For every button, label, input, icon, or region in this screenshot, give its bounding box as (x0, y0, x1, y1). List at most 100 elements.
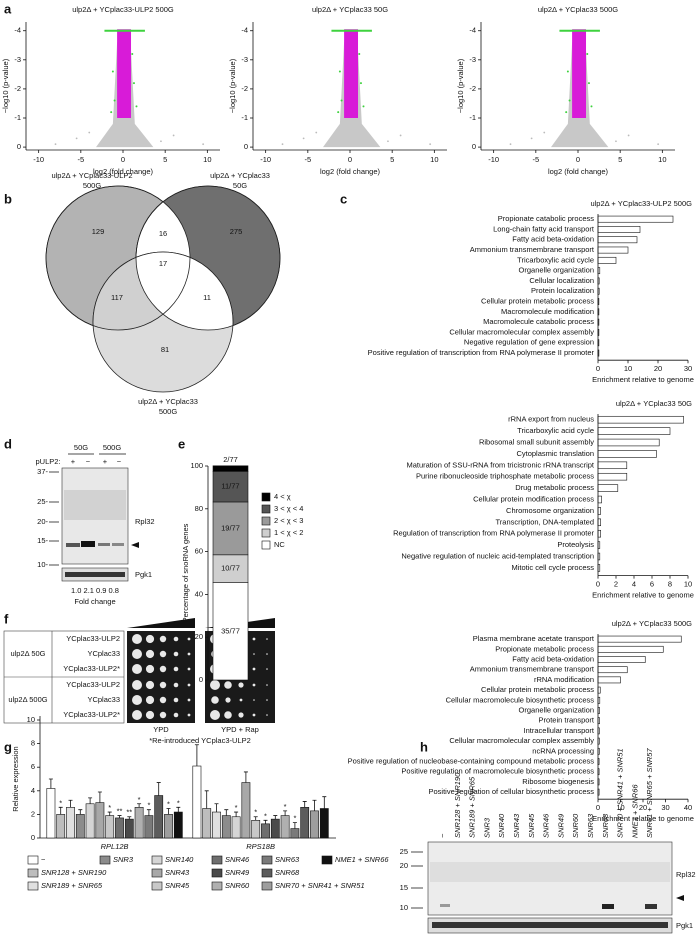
point-cloud (110, 111, 113, 114)
spot (225, 697, 231, 703)
x-axis-label: Enrichment relative to genome (592, 375, 694, 384)
spot (210, 680, 220, 690)
category-label: Protein transport (539, 716, 595, 725)
x-axis-label: Enrichment relative to genome (592, 591, 694, 600)
significance: * (293, 814, 296, 823)
bar (192, 765, 202, 839)
category-label: Negative regulation of nucleic acid-temp… (401, 551, 594, 560)
control-label: Pgk1 (676, 921, 693, 930)
lane-label: SNR68 (601, 813, 610, 838)
spot (224, 711, 232, 719)
spot (145, 695, 155, 705)
x-axis-label: Enrichment relative to genome (592, 814, 694, 823)
legend-label: 2 < χ < 3 (274, 516, 303, 525)
group-label: 50G (74, 443, 88, 452)
spot (145, 634, 155, 644)
significance: * (235, 803, 238, 812)
x-tick-label: 6 (650, 580, 654, 589)
category-label: Organelle organization (519, 705, 594, 714)
x-tick-label: 0 (596, 580, 600, 589)
point-cloud (302, 137, 305, 140)
footnote: *Re-introduced YCplac3-ULP2 (149, 736, 251, 745)
strain-label: ulp2Δ 50G (10, 649, 45, 658)
category-label: Purine ribonucleoside triphosphate metab… (416, 472, 594, 481)
y-tick-label: 4 (31, 786, 35, 795)
x-tick-label: 10 (684, 580, 692, 589)
significance: * (108, 803, 111, 812)
legend-label: SNR3 (113, 855, 134, 864)
spot (159, 650, 167, 658)
category-label: Ammonium transmembrane transport (470, 665, 595, 674)
point-cloud (111, 70, 114, 73)
protein-label: Rpl32 (135, 517, 155, 526)
venn-count: 17 (159, 259, 167, 268)
category-label: Cellular macromolecule biosynthetic proc… (446, 695, 595, 704)
arrowhead (676, 895, 684, 901)
x-tick-label: 0 (596, 364, 600, 373)
point-cloud (135, 105, 138, 108)
legend-swatch (211, 868, 223, 878)
category-label: Ribosomal small subunit assembly (479, 437, 594, 446)
legend-swatch (261, 855, 273, 865)
category-label: Proteolysis (557, 540, 594, 549)
legend-swatch (321, 855, 333, 865)
venn-count: 129 (92, 227, 105, 236)
set-label: ulp2Δ + YCplac33 (138, 397, 198, 406)
point-cloud (337, 111, 340, 114)
x-tick-label: 0 (596, 803, 600, 812)
value-label: 2/77 (223, 455, 238, 464)
value-label: 10/77 (221, 564, 240, 573)
point-cloud (117, 29, 132, 118)
spot (173, 712, 179, 718)
point-cloud (75, 137, 78, 140)
legend-swatch (27, 881, 39, 891)
bar (597, 656, 646, 663)
point-cloud (565, 111, 568, 114)
legend-swatch (261, 504, 271, 514)
spot (266, 714, 268, 716)
point-cloud (131, 53, 134, 55)
venn-count: 117 (111, 293, 123, 302)
spot (132, 634, 142, 644)
marker: 15- (37, 536, 48, 545)
bar (597, 461, 628, 470)
error-bar (283, 810, 288, 816)
group-label: 500G (103, 443, 122, 452)
x-tick-label: 5 (390, 155, 394, 164)
legend-swatch (261, 540, 271, 550)
bar (597, 645, 664, 653)
bar (124, 818, 134, 839)
medium-label: YPD (153, 725, 169, 734)
legend-swatch (211, 881, 223, 891)
value-label: 35/77 (221, 626, 240, 635)
legend-label: NC (274, 540, 285, 549)
band (432, 922, 668, 928)
category-label: Propionate catabolic process (498, 214, 595, 223)
fold-values: 1.0 2.1 0.9 0.8 (71, 586, 119, 595)
marker: 10 (400, 903, 408, 912)
category-label: Cellular protein metabolic process (481, 297, 594, 306)
spot (252, 713, 256, 717)
bar (597, 427, 671, 435)
category-label: Negative regulation of gene expression (464, 338, 594, 347)
category-label: Maturation of SSU-rRNA from tricistronic… (406, 460, 594, 469)
point-cloud (54, 143, 57, 146)
category-label: Cellular protein modification process (473, 494, 594, 503)
row-label: YCplac33 (87, 649, 120, 658)
plate (127, 631, 195, 723)
spot (253, 653, 255, 655)
bar (56, 814, 66, 839)
spot (266, 699, 268, 701)
error-bar (48, 778, 53, 789)
bar (597, 438, 660, 447)
error-bar (176, 806, 181, 813)
bar (290, 828, 300, 839)
spot (211, 696, 219, 704)
legend-swatch (261, 868, 273, 878)
panel-label: a (4, 1, 12, 16)
significance: * (59, 798, 62, 807)
legend-swatch (151, 881, 163, 891)
legend-label: SNR68 (275, 868, 300, 877)
spot (173, 651, 179, 657)
lane-label: SNR128 + SNR190 (453, 772, 462, 838)
